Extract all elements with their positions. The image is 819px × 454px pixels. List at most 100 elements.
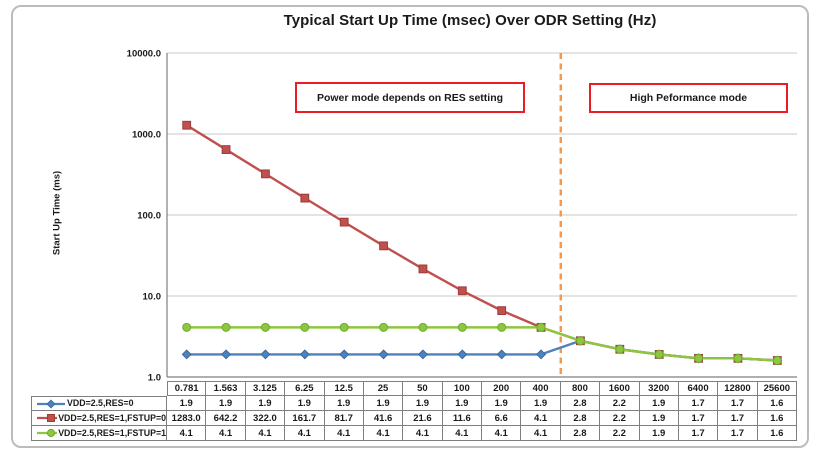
table-value-cell: 1.9 — [442, 396, 482, 411]
table-value-cell: 4.1 — [403, 426, 443, 441]
table-value-cell: 4.1 — [442, 426, 482, 441]
table-header-odr: 25600 — [757, 381, 797, 396]
data-point-circle — [221, 322, 231, 332]
data-point-diamond — [378, 349, 389, 360]
table-corner-spacer — [31, 381, 167, 396]
data-point-square — [339, 217, 349, 227]
y-tick-label: 1.0 — [148, 373, 161, 384]
table-value-cell: 1.9 — [639, 396, 679, 411]
table-header-odr: 3.125 — [245, 381, 286, 396]
table-value-cell: 2.2 — [600, 426, 640, 441]
legend-series-label: VDD=2.5,RES=0 — [67, 398, 134, 408]
annotation-power-mode: Power mode depends on RES setting — [295, 82, 525, 113]
table-value-cell: 1.7 — [678, 396, 719, 411]
data-point-square — [418, 264, 428, 274]
data-point-square — [457, 286, 467, 296]
table-header-odr: 0.781 — [167, 381, 207, 396]
legend-square-marker-icon — [37, 414, 58, 422]
table-value-cell: 1.6 — [757, 426, 797, 441]
data-point-circle — [615, 344, 625, 354]
table-value-cell: 4.1 — [521, 411, 561, 426]
table-value-cell: 2.2 — [600, 411, 640, 426]
data-point-diamond — [181, 349, 192, 360]
table-value-cell: 1.9 — [639, 426, 679, 441]
table-value-cell: 4.1 — [206, 426, 246, 441]
data-point-circle — [182, 322, 192, 332]
table-header-odr: 800 — [560, 381, 601, 396]
data-point-circle — [694, 353, 704, 363]
legend-circle-marker-icon — [37, 428, 58, 438]
legend-key: VDD=2.5,RES=0 — [31, 396, 167, 411]
series-line — [186, 124, 778, 362]
table-header-odr: 6400 — [678, 381, 719, 396]
data-point-circle — [772, 355, 782, 365]
table-header-odr: 100 — [442, 381, 482, 396]
data-point-circle — [536, 322, 546, 332]
data-point-circle — [457, 322, 467, 332]
data-point-circle — [575, 336, 585, 346]
table-header-odr: 25 — [363, 381, 404, 396]
data-point-diamond — [496, 349, 507, 360]
data-point-square — [300, 193, 310, 203]
table-value-cell: 1.9 — [521, 396, 561, 411]
table-value-cell: 1.9 — [363, 396, 404, 411]
y-tick-label: 100.0 — [137, 211, 161, 222]
legend-series-label: VDD=2.5,RES=1,FSTUP=0 — [58, 412, 166, 423]
annotation-high-performance: High Peformance mode — [589, 83, 788, 113]
table-value-cell: 2.2 — [600, 396, 640, 411]
legend-key: VDD=2.5,RES=1,FSTUP=0 — [31, 411, 167, 426]
series-line — [186, 326, 778, 362]
table-value-cell: 4.1 — [363, 426, 404, 441]
table-value-cell: 1.9 — [245, 396, 286, 411]
table-value-cell: 1.7 — [718, 426, 758, 441]
data-point-diamond — [260, 349, 271, 360]
table-value-cell: 4.1 — [167, 426, 207, 441]
data-point-circle — [418, 322, 428, 332]
table-value-cell: 1.6 — [757, 411, 797, 426]
table-value-cell: 4.1 — [324, 426, 364, 441]
data-point-diamond — [536, 349, 547, 360]
table-value-cell: 161.7 — [285, 411, 325, 426]
table-value-cell: 21.6 — [403, 411, 443, 426]
data-point-square — [182, 120, 192, 130]
table-header-odr: 12.5 — [324, 381, 364, 396]
table-value-cell: 1.9 — [167, 396, 207, 411]
y-tick-label: 10.0 — [143, 292, 162, 303]
data-point-square — [221, 145, 231, 154]
legend-series-label: VDD=2.5,RES=1,FSTUP=1 — [58, 427, 166, 438]
data-point-diamond — [339, 349, 350, 360]
data-point-square — [261, 169, 270, 179]
table-header-odr: 1600 — [600, 381, 640, 396]
table-value-cell: 2.8 — [560, 396, 601, 411]
table-value-cell: 1.6 — [757, 396, 797, 411]
table-value-cell: 11.6 — [442, 411, 482, 426]
data-point-square — [497, 306, 507, 316]
data-point-circle — [379, 322, 389, 332]
data-point-diamond — [457, 349, 468, 360]
table-value-cell: 2.8 — [560, 426, 601, 441]
table-value-cell: 41.6 — [363, 411, 404, 426]
table-value-cell: 1.7 — [678, 426, 719, 441]
table-value-cell: 1.9 — [403, 396, 443, 411]
data-point-circle — [260, 322, 270, 332]
data-point-diamond — [221, 349, 232, 360]
table-value-cell: 1283.0 — [167, 411, 207, 426]
table-header-odr: 12800 — [718, 381, 758, 396]
chart-title: Typical Start Up Time (msec) Over ODR Se… — [283, 12, 657, 29]
table-value-cell: 81.7 — [324, 411, 364, 426]
table-header-odr: 400 — [521, 381, 561, 396]
table-value-cell: 322.0 — [245, 411, 286, 426]
y-tick-label: 10000.0 — [127, 49, 161, 60]
table-value-cell: 2.8 — [560, 411, 601, 426]
table-value-cell: 1.7 — [718, 411, 758, 426]
table-value-cell: 4.1 — [245, 426, 286, 441]
y-tick-label: 1000.0 — [132, 130, 161, 141]
table-value-cell: 1.9 — [285, 396, 325, 411]
table-header-odr: 200 — [482, 381, 522, 396]
table-value-cell: 1.7 — [678, 411, 719, 426]
table-value-cell: 642.2 — [206, 411, 246, 426]
data-point-circle — [497, 322, 507, 332]
figure-border — [11, 5, 809, 448]
